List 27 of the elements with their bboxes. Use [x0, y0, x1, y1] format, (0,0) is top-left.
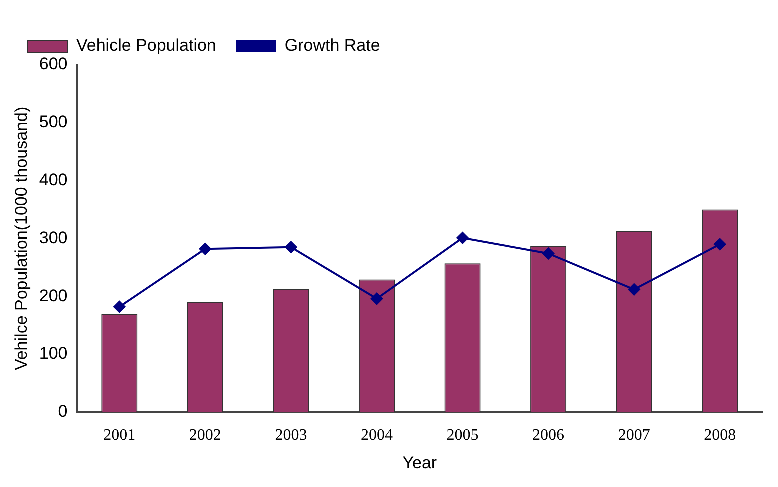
point: [456, 232, 469, 244]
y-tick-label: 500: [39, 112, 68, 132]
y-tick-label: 600: [39, 54, 68, 74]
legend-label: Vehicle Population: [76, 36, 216, 56]
legend-label: Growth Rate: [284, 36, 380, 56]
x-tick-label: 2001: [104, 427, 136, 444]
y-tick-label: 0: [58, 402, 68, 422]
x-tick-label: 2002: [189, 427, 222, 444]
x-tick-label: 2008: [704, 427, 736, 444]
y-tick-label: 400: [39, 170, 68, 190]
point: [199, 243, 212, 256]
point: [714, 238, 726, 250]
point: [285, 241, 298, 254]
x-tick-label: 2005: [446, 427, 479, 444]
x-axis-title: Year: [402, 453, 438, 472]
x-tick-label: 2003: [275, 427, 308, 444]
x-tick-label: 2007: [618, 427, 650, 444]
point: [542, 248, 555, 260]
x-tick-label: 2004: [360, 427, 393, 444]
y-tick-label: 200: [39, 286, 68, 306]
y-axis-title: Vehilce Population(1000 thousand): [12, 106, 31, 371]
y-tick-label: 100: [39, 344, 68, 364]
y-tick-label: 300: [39, 228, 68, 248]
point: [114, 301, 126, 314]
point: [628, 284, 640, 296]
point: [370, 292, 383, 305]
x-tick-label: 2006: [532, 427, 565, 444]
